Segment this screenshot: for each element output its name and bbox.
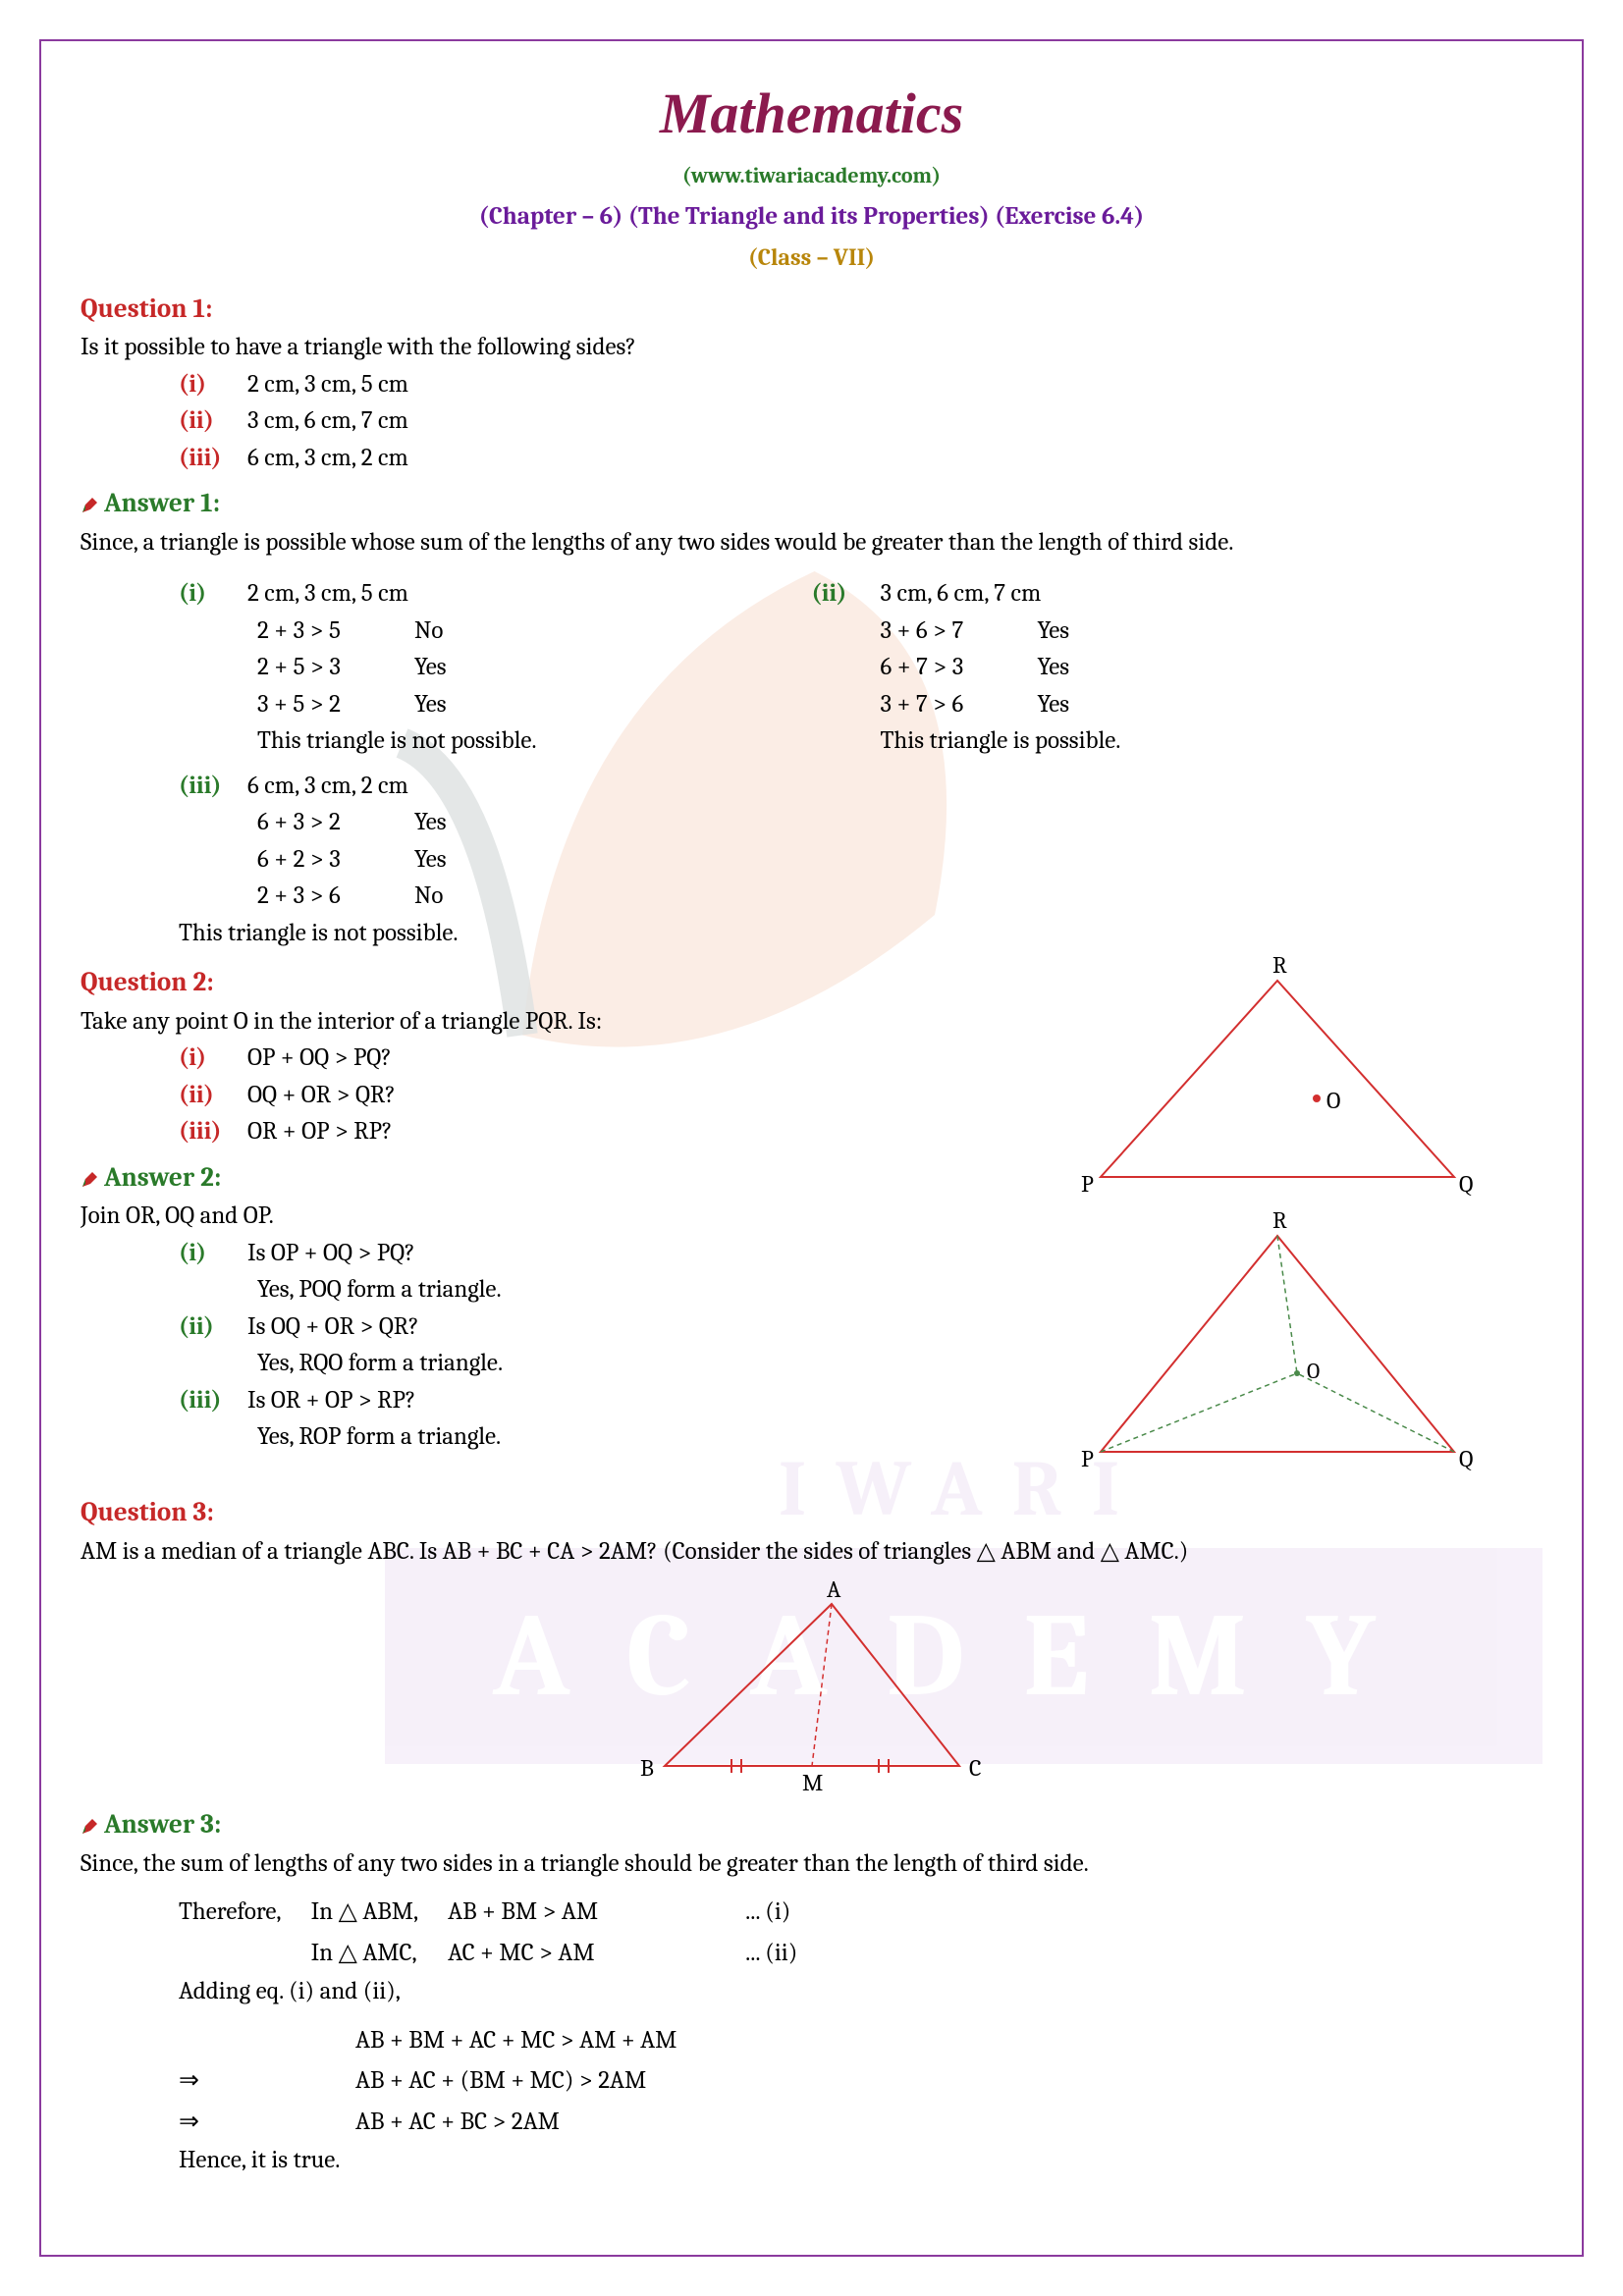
- a1-conclusion-iii: This triangle is not possible.: [179, 915, 1542, 952]
- q1-item-iii: (iii)6 cm, 3 cm, 2 cm: [179, 440, 1542, 477]
- answer-3-hence: Hence, it is true.: [179, 2142, 1542, 2179]
- svg-text:O: O: [1326, 1087, 1340, 1114]
- svg-text:Q: Q: [1459, 1170, 1473, 1198]
- svg-text:A: A: [827, 1579, 841, 1603]
- class-heading: (Class – VII): [81, 240, 1542, 275]
- a1-conclusion-i: This triangle is not possible.: [257, 722, 812, 760]
- answer-3-intro: Since, the sum of lengths of any two sid…: [81, 1845, 1542, 1883]
- svg-text:R: R: [1272, 951, 1287, 979]
- pencil-icon: [81, 1816, 100, 1836]
- svg-text:C: C: [969, 1754, 981, 1782]
- answer-1-label: Answer 1:: [81, 484, 1542, 524]
- a1-part-i: (i)2 cm, 3 cm, 5 cm: [179, 575, 812, 613]
- answer-3-label: Answer 3:: [81, 1805, 1542, 1845]
- triangle-abc-median-diagram: A B C M: [625, 1579, 999, 1795]
- page-title: Mathematics: [81, 71, 1542, 156]
- pencil-icon: [81, 1169, 100, 1189]
- question-1-text: Is it possible to have a triangle with t…: [81, 329, 1542, 366]
- answer-1-intro: Since, a triangle is possible whose sum …: [81, 524, 1542, 561]
- website-link: (www.tiwariacademy.com): [81, 160, 1542, 192]
- triangle-pqr-joined-diagram: R P Q O: [1071, 1206, 1484, 1481]
- svg-text:O: O: [1307, 1359, 1320, 1384]
- svg-text:Q: Q: [1459, 1445, 1473, 1472]
- svg-text:M: M: [802, 1769, 823, 1795]
- answer-3-work: Therefore,In △ ABM,AB + BM > AM... (i) I…: [179, 1892, 827, 1973]
- svg-text:P: P: [1081, 1170, 1094, 1198]
- question-3-text: AM is a median of a triangle ABC. Is AB …: [81, 1533, 1542, 1571]
- pencil-icon: [81, 495, 100, 514]
- q1-item-i: (i)2 cm, 3 cm, 5 cm: [179, 366, 1542, 403]
- svg-text:R: R: [1272, 1206, 1287, 1234]
- triangle-pqr-diagram: R P Q O: [1071, 951, 1484, 1206]
- a1-part-iii: (iii)6 cm, 3 cm, 2 cm: [179, 768, 1542, 805]
- question-1-label: Question 1:: [81, 290, 1542, 330]
- question-3-label: Question 3:: [81, 1493, 1542, 1533]
- svg-text:P: P: [1081, 1445, 1094, 1472]
- a1-part-ii: (ii)3 cm, 6 cm, 7 cm: [812, 575, 1543, 613]
- svg-text:B: B: [640, 1754, 654, 1782]
- q1-item-ii: (ii)3 cm, 6 cm, 7 cm: [179, 402, 1542, 440]
- chapter-heading: (Chapter – 6) (The Triangle and its Prop…: [81, 198, 1542, 236]
- a1-conclusion-ii: This triangle is possible.: [881, 722, 1543, 760]
